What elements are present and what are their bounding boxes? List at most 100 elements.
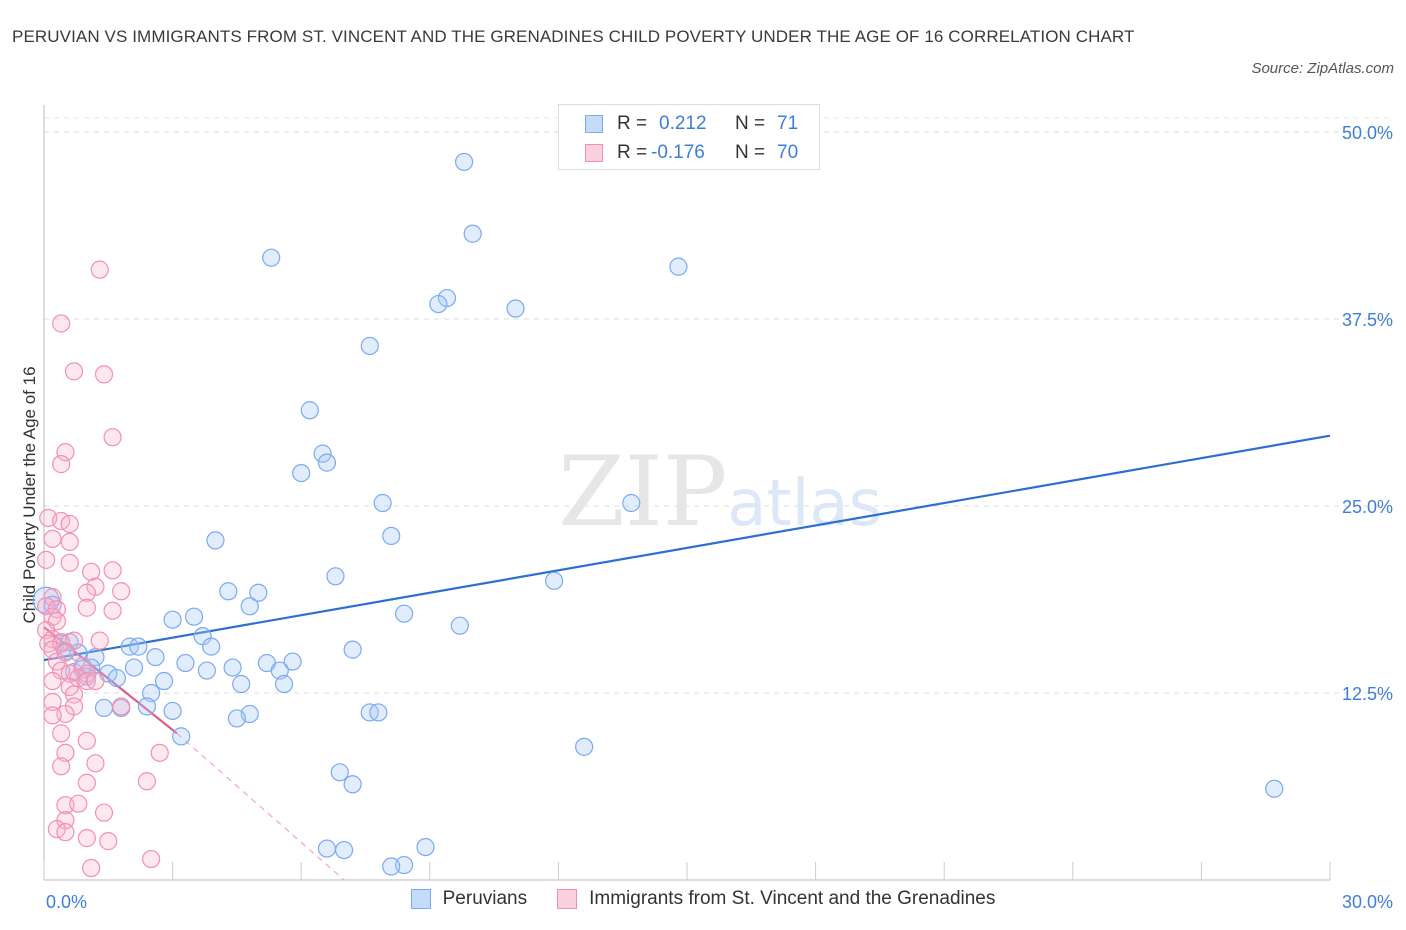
series-legend: Peruvians Immigrants from St. Vincent an… [0, 888, 1406, 910]
chart-title: PERUVIAN VS IMMIGRANTS FROM ST. VINCENT … [12, 27, 1135, 46]
immigrant-point [43, 692, 62, 712]
legend-swatch-pink [585, 144, 603, 162]
peruvian-point [330, 763, 349, 782]
peruvian-point [137, 697, 156, 716]
x-tick-label: 30.0% [1342, 892, 1393, 912]
peruvian-point [343, 775, 362, 794]
immigrant-point [37, 621, 56, 640]
peruvian-point [184, 607, 204, 626]
source-label: Source: ZipAtlas.com [1251, 60, 1394, 77]
peruvian-point [232, 674, 251, 694]
immigrant-point [43, 529, 62, 549]
peruvian-point [463, 224, 482, 243]
immigrant-point [56, 443, 75, 462]
immigrant-point [86, 671, 105, 691]
immigrant-point [60, 532, 79, 552]
immigrant-point [47, 652, 66, 671]
immigrant-point [137, 772, 156, 791]
watermark: ZIPatlas [558, 436, 882, 548]
peruvian-point [394, 604, 414, 623]
watermark-zip: ZIP [558, 436, 727, 548]
peruvian-point [300, 401, 319, 420]
immigrant-point [86, 754, 105, 773]
immigrant-point [112, 582, 131, 601]
peruvian-point [1265, 779, 1284, 798]
peruvian-point [622, 493, 641, 513]
peruvian-point [94, 698, 114, 718]
peruvian-point [313, 444, 332, 463]
correlation-legend: R = 0.212 N = 71 R = -0.176 N = 70 [558, 104, 820, 170]
peruvian-point [545, 571, 564, 590]
immigrant-point [90, 260, 109, 279]
peruvian-point [317, 453, 337, 472]
legend-row-peruvians: R = 0.212 N = 71 [585, 109, 798, 139]
legend-label: Immigrants from St. Vincent and the Gren… [589, 888, 996, 909]
peruvian-point [129, 637, 148, 656]
immigrant-point [94, 365, 114, 384]
peruvian-point [107, 668, 126, 688]
legend-swatch-blue [585, 115, 603, 133]
legend-label: Peruvians [442, 888, 528, 909]
immigrant-point [99, 832, 118, 851]
peruvian-point [270, 661, 289, 680]
peruvian-point [206, 531, 225, 550]
peruvian-trend-line [43, 434, 1331, 662]
immigrant-point [37, 550, 56, 569]
immigrant-point [43, 706, 62, 725]
immigrant-point [52, 757, 71, 776]
immigrant-point [77, 598, 96, 617]
y-tick-label: 25.0% [1342, 497, 1393, 517]
peruvian-point [334, 840, 354, 860]
immigrant-point [37, 597, 56, 616]
legend-n-label: N = [735, 113, 766, 134]
immigrant-point [77, 731, 96, 750]
peruvian-point [163, 701, 182, 721]
immigrant-point [56, 743, 75, 762]
peruvian-point [382, 526, 401, 546]
tick-labels: 12.5% 25.0% 37.5% 50.0% 0.0% 30.0% [46, 123, 1393, 912]
peruvian-point [326, 567, 345, 586]
legend-item-immigrants[interactable]: Immigrants from St. Vincent and the Gren… [557, 888, 995, 910]
legend-r-label: R = [617, 113, 648, 134]
y-tick-label: 50.0% [1342, 123, 1393, 143]
immigrant-point [56, 823, 75, 842]
legend-r-label: R = [617, 142, 648, 163]
peruvian-point [142, 683, 161, 703]
immigrant-point [69, 794, 88, 813]
peruvian-point [283, 652, 302, 671]
immigrant-point [103, 601, 122, 620]
immigrant-point [112, 697, 131, 716]
peruvian-point [360, 336, 379, 356]
axes [43, 105, 1331, 881]
legend-r-value: -0.176 [651, 142, 705, 163]
peruvian-point [575, 737, 594, 756]
legend-row-immigrants: R = -0.176 N = 70 [585, 138, 798, 168]
immigrant-point [52, 724, 71, 743]
immigrant-point [77, 773, 96, 792]
peruvian-point [197, 661, 216, 680]
immigrant-point [94, 803, 114, 822]
legend-r-value: 0.212 [659, 113, 707, 134]
legend-n-value: 70 [777, 142, 799, 163]
watermark-atlas: atlas [727, 467, 882, 541]
peruvian-point [454, 152, 474, 172]
immigrant-point [52, 455, 71, 474]
immigrant-point [82, 562, 101, 581]
peruvian-point [227, 709, 246, 728]
peruvian-point [223, 658, 242, 677]
peruvian-point [274, 674, 294, 694]
immigrant-point [60, 514, 79, 534]
peruvian-point [382, 857, 401, 876]
legend-swatch-pink [557, 889, 578, 909]
peruvian-point [669, 257, 688, 276]
immigrant-point [82, 858, 101, 878]
peruvian-point [416, 837, 435, 857]
peruvian-point [506, 299, 525, 318]
immigrant-point [43, 588, 62, 607]
peruvian-point [202, 637, 221, 656]
peruvian-point [146, 647, 165, 667]
peruvian-point [369, 703, 388, 722]
peruvian-point [373, 493, 392, 513]
peruvian-point [176, 653, 195, 673]
legend-item-peruvians[interactable]: Peruvians [410, 888, 528, 910]
